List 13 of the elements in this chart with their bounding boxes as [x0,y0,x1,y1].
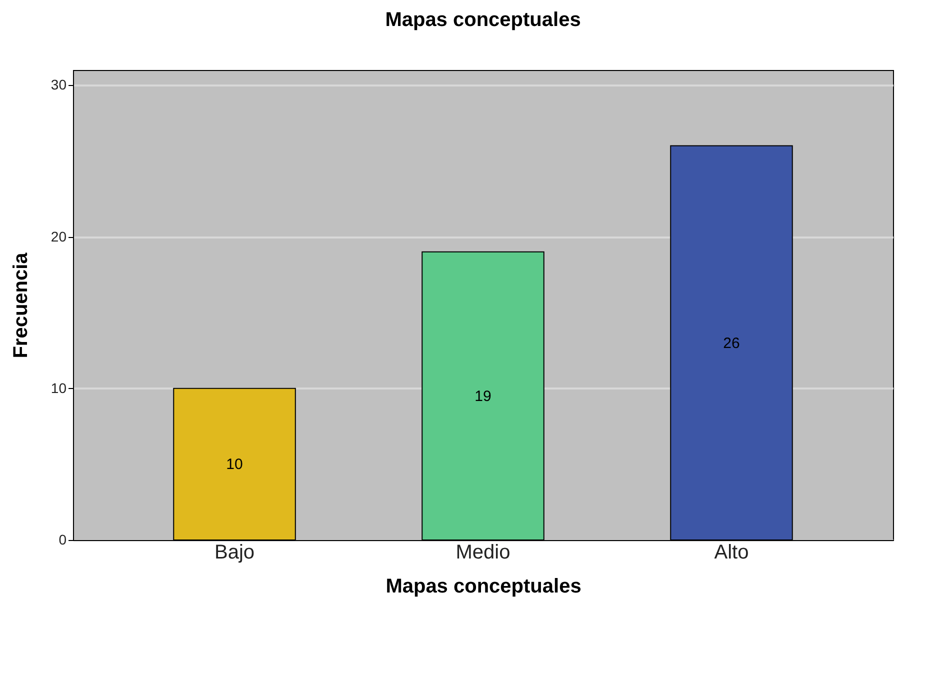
data-label: 19 [474,388,492,405]
x-axis-title: Mapas conceptuales [386,576,582,598]
y-tick-label: 0 [58,532,67,548]
chart-title: Mapas conceptuales [385,9,581,31]
x-tick-label: Medio [456,542,510,564]
y-axis-title: Frecuencia [10,252,32,358]
data-label: 26 [723,334,740,352]
x-tick-label: Alto [714,542,749,564]
data-label: 10 [226,456,243,474]
x-tick-label: Bajo [214,542,255,564]
y-tick-label: 30 [50,76,67,93]
y-tick-label: 20 [50,228,67,244]
y-tick-label: 10 [50,380,67,396]
